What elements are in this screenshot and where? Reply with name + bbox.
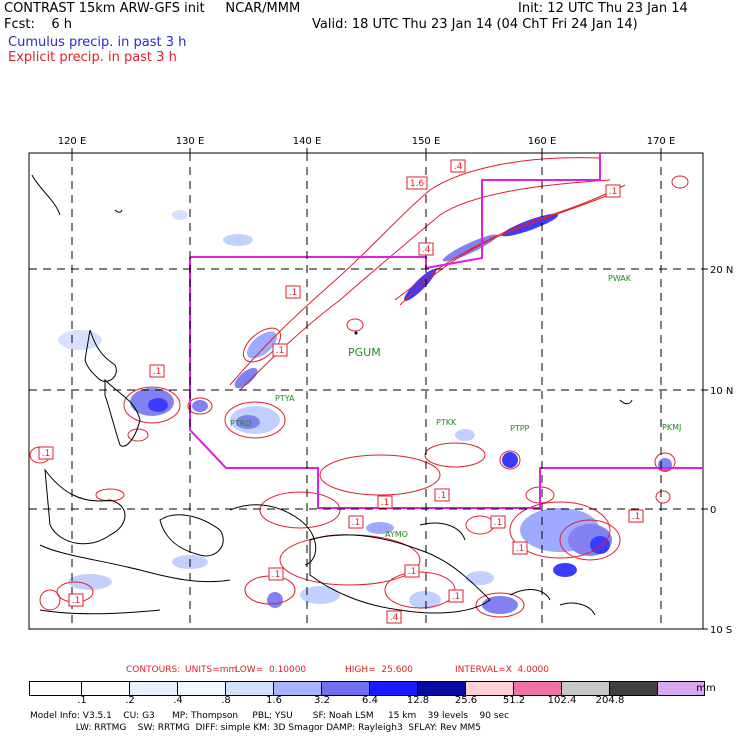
coastlines (31, 174, 633, 616)
lon-label: 120 E (58, 136, 87, 147)
lon-label: 130 E (176, 136, 205, 147)
legend-cumulus: Cumulus precip. in past 3 h (8, 35, 187, 50)
lat-lon-grid (29, 153, 703, 629)
svg-text:.1: .1 (42, 449, 51, 459)
station-label: AYMO (385, 530, 408, 539)
svg-text:.1: .1 (408, 567, 417, 577)
colorbar-swatch (466, 682, 514, 695)
colorbar-swatch (610, 682, 658, 695)
svg-text:.4: .4 (422, 245, 431, 255)
svg-text:.1: .1 (381, 498, 390, 508)
station-label: PTPP (510, 424, 530, 433)
svg-text:.1: .1 (516, 544, 525, 554)
station-label: PWAK (608, 274, 632, 283)
svg-text:.4: .4 (390, 613, 399, 623)
svg-text:.1: .1 (438, 491, 447, 501)
colorbar-swatch (130, 682, 178, 695)
explicit-precip-contours (29, 157, 689, 618)
header-init: Init: 12 UTC Thu 23 Jan 14 (518, 1, 688, 16)
colorbar-swatch (178, 682, 226, 695)
svg-text:.4: .4 (454, 162, 463, 172)
lon-label: 150 E (412, 136, 441, 147)
svg-text:.1: .1 (494, 518, 503, 528)
header-title: CONTRAST 15km ARW-GFS init NCAR/MMM (4, 1, 301, 16)
lat-label: 20 N (710, 265, 733, 276)
colorbar-swatch (274, 682, 322, 695)
station-label: PGUM (348, 346, 381, 359)
legend-explicit: Explicit precip. in past 3 h (8, 50, 177, 65)
lon-label: 160 E (528, 136, 557, 147)
svg-text:.1: .1 (276, 346, 285, 356)
colorbar-swatch (658, 682, 704, 695)
station-label: PKMJ (662, 423, 681, 432)
colorbar-swatch (562, 682, 610, 695)
svg-text:.1: .1 (272, 570, 281, 580)
colorbar-swatch (322, 682, 370, 695)
colorbar-unit: mm (696, 683, 716, 694)
colorbar (29, 681, 705, 696)
station-label: PTYA (275, 394, 295, 403)
station-label: PTRO (230, 419, 252, 428)
colorbar-swatch (514, 682, 562, 695)
lon-label: 170 E (647, 136, 676, 147)
svg-text:.1: .1 (153, 367, 162, 377)
colorbar-swatch (30, 682, 82, 695)
svg-text:.1: .1 (609, 187, 618, 197)
svg-text:.1: .1 (632, 512, 641, 522)
svg-text:.1: .1 (352, 518, 361, 528)
lat-label: 10 S (710, 625, 732, 636)
lon-label: 140 E (293, 136, 322, 147)
contour-labels: .4 1.6 .1 .1 .4 .1 .1 .1 .1 .1 .1 .1 .1 … (38, 159, 644, 624)
svg-text:.1: .1 (289, 288, 298, 298)
colorbar-swatch (226, 682, 274, 695)
header-fcst: Fcst: 6 h (4, 17, 73, 32)
lat-label: 0 (710, 505, 716, 516)
map-frame (28, 152, 704, 630)
svg-text:.1: .1 (452, 592, 461, 602)
colorbar-swatch (82, 682, 130, 695)
colorbar-swatch (370, 682, 418, 695)
header-valid: Valid: 18 UTC Thu 23 Jan 14 (04 ChT Fri … (312, 17, 638, 32)
model-info: Model Info: V3.5.1 CU: G3 MP: Thompson P… (30, 711, 510, 733)
station-label: PTKK (436, 418, 457, 427)
svg-text:.1: .1 (72, 596, 81, 606)
colorbar-swatch (418, 682, 466, 695)
colorbar-ticks: .1 .2 .4 .8 1.6 3.2 6.4 12.8 25.6 51.2 1… (77, 683, 716, 706)
svg-text:1.6: 1.6 (410, 179, 425, 189)
lat-label: 10 N (710, 386, 733, 397)
